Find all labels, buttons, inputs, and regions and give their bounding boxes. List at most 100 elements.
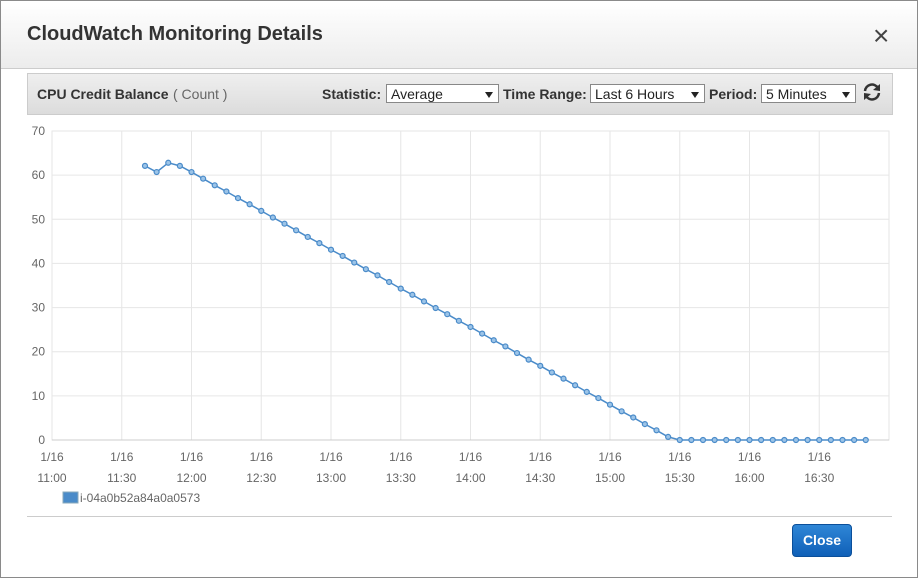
data-point: [223, 188, 230, 195]
period-select[interactable]: 5 Minutes: [761, 84, 856, 103]
data-point: [804, 436, 811, 444]
x-tick-label: 1/16 16:30: [804, 450, 834, 485]
data-point: [479, 330, 486, 337]
data-point: [374, 272, 381, 279]
x-tick-label: 1/16 12:30: [246, 450, 276, 485]
data-point: [386, 278, 393, 286]
y-tick-label: 40: [32, 256, 46, 270]
data-point: [583, 388, 590, 395]
data-point: [502, 343, 509, 350]
data-point: [688, 436, 695, 444]
period-label: Period:: [709, 86, 758, 102]
data-point: [165, 159, 172, 166]
data-point: [769, 436, 776, 444]
y-tick-label: 10: [32, 389, 46, 403]
data-point: [293, 227, 300, 234]
data-point: [537, 362, 544, 369]
data-point: [665, 433, 672, 441]
data-point: [397, 285, 404, 292]
period-value: 5 Minutes: [766, 86, 827, 102]
data-point: [420, 298, 428, 305]
data-point: [851, 436, 858, 444]
data-point: [455, 317, 462, 324]
data-point: [200, 175, 207, 182]
data-point: [711, 436, 718, 444]
metric-name: CPU Credit Balance: [37, 86, 169, 102]
data-point: [339, 252, 346, 260]
data-point: [676, 436, 683, 444]
data-point: [409, 291, 416, 298]
y-tick-label: 30: [32, 301, 46, 315]
close-button[interactable]: Close: [792, 524, 852, 557]
x-tick-label: 1/16 13:00: [316, 450, 346, 485]
footer-divider: [27, 516, 892, 517]
y-tick-label: 60: [32, 168, 46, 182]
y-tick-label: 70: [32, 124, 46, 138]
data-point: [734, 436, 741, 444]
x-tick-label: 1/16 16:00: [734, 450, 764, 485]
data-point: [572, 382, 579, 389]
data-point: [351, 259, 358, 266]
legend-label: i-04a0b52a84a0a0573: [80, 491, 200, 505]
y-tick-label: 50: [32, 212, 46, 226]
x-tick-label: 1/16 14:00: [455, 450, 485, 485]
time-range-label: Time Range:: [503, 86, 587, 102]
metric-unit: ( Count ): [173, 86, 228, 102]
data-point: [211, 182, 218, 189]
data-point: [630, 414, 637, 421]
data-point: [258, 207, 265, 214]
dialog-header: [1, 1, 917, 69]
close-icon[interactable]: ×: [873, 20, 890, 51]
statistic-value: Average: [391, 86, 443, 102]
data-point: [723, 436, 730, 444]
statistic-select[interactable]: Average: [386, 84, 499, 103]
data-point: [444, 311, 451, 318]
x-tick-label: 1/16 14:30: [525, 450, 555, 485]
y-tick-label: 20: [32, 345, 46, 359]
data-point: [153, 168, 160, 176]
data-point: [490, 337, 497, 344]
data-point: [188, 168, 195, 176]
data-point: [176, 162, 183, 169]
data-point: [304, 233, 311, 241]
x-tick-label: 1/16 11:30: [107, 450, 136, 485]
data-point: [606, 401, 614, 408]
x-tick-label: 1/16 15:30: [665, 450, 695, 485]
data-point: [281, 220, 288, 227]
data-point: [816, 436, 823, 444]
data-point: [699, 436, 707, 444]
data-point: [316, 240, 323, 247]
chart: 0 10 20 30 40 50 60 70 1/16 11:00 1/16 11:30 1/16 12:…: [32, 124, 890, 505]
data-point: [781, 436, 788, 444]
x-tick-label: 1/16 15:00: [595, 450, 625, 485]
dialog-title: CloudWatch Monitoring Details: [27, 23, 323, 45]
data-point: [234, 194, 242, 202]
statistic-label: Statistic:: [322, 86, 382, 102]
data-point: [269, 214, 276, 221]
data-point: [758, 436, 765, 444]
refresh-arrow: [864, 93, 871, 100]
toolbar: CPU Credit Balance ( Count ) Statistic: …: [27, 73, 893, 115]
data-point: [141, 162, 149, 169]
data-point: [862, 436, 869, 444]
data-point: [513, 349, 521, 357]
x-tick-label: 1/16 11:00: [37, 450, 66, 485]
data-point: [246, 201, 253, 208]
refresh-arrow: [873, 84, 880, 91]
data-point: [839, 436, 846, 444]
data-point: [746, 436, 753, 444]
legend-swatch: [62, 491, 79, 504]
data-point: [827, 436, 834, 444]
refresh-icon[interactable]: [861, 81, 883, 103]
data-point: [548, 369, 555, 376]
y-tick-label: 0: [38, 433, 45, 447]
time-range-select[interactable]: Last 6 Hours: [590, 84, 705, 103]
x-tick-label: 1/16 13:30: [386, 450, 416, 485]
data-point: [432, 304, 439, 312]
time-range-value: Last 6 Hours: [595, 86, 675, 102]
data-point: [641, 421, 648, 428]
data-point: [525, 356, 532, 363]
data-point: [792, 436, 800, 444]
data-point: [618, 408, 625, 415]
